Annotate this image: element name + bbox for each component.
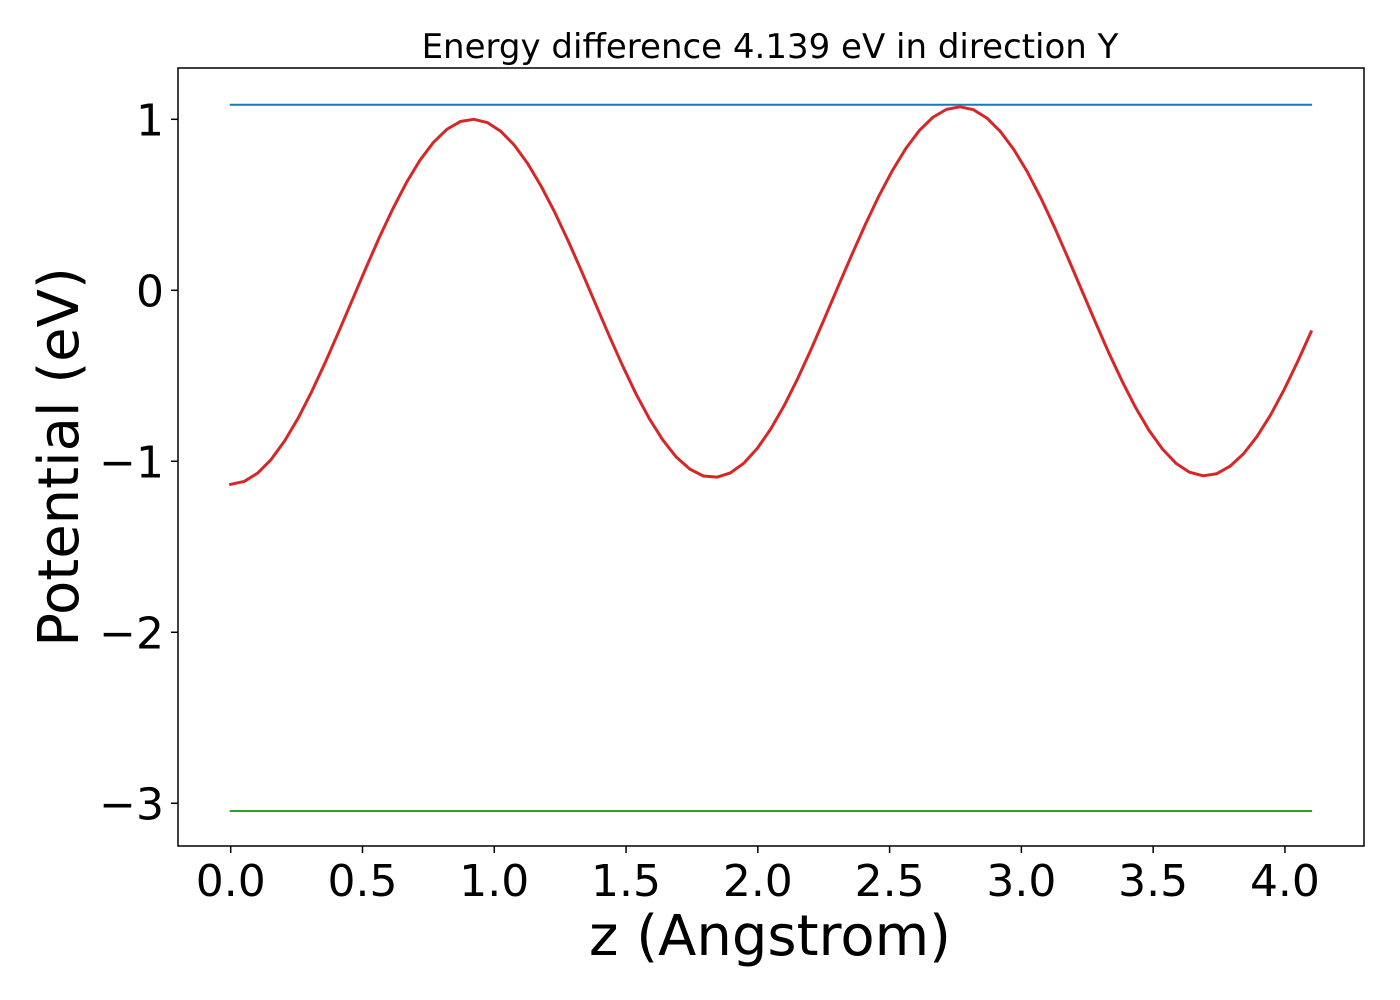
plot-area-frame [177, 67, 1365, 847]
x-tick-label: 2.0 [723, 856, 793, 907]
x-tick-label: 0.5 [327, 856, 397, 907]
x-tick-label: 1.0 [459, 856, 529, 907]
y-tick-label: 1 [136, 95, 164, 146]
x-tick-label: 3.0 [986, 856, 1056, 907]
x-tick-label: 4.0 [1250, 856, 1320, 907]
x-tick-label: 0.0 [196, 856, 266, 907]
y-tick-label: −3 [99, 779, 164, 830]
x-axis-label: z (Angstrom) [589, 904, 951, 969]
chart-title: Energy difference 4.139 eV in direction … [422, 27, 1119, 67]
y-tick-label: 0 [136, 266, 164, 317]
series-line-1 [228, 105, 1314, 487]
y-tick-label: −1 [99, 437, 164, 488]
x-tick-label: 2.5 [855, 856, 925, 907]
x-tick-label: 1.5 [591, 856, 661, 907]
series-layer [228, 103, 1314, 812]
y-tick-label: −2 [99, 608, 164, 659]
x-tick-label: 3.5 [1118, 856, 1188, 907]
x-axis: 0.0 0.5 1.0 1.5 2.0 2.5 3.0 3.5 4.0 [196, 846, 1320, 907]
y-axis-label: Potential (eV) [27, 267, 92, 647]
y-axis: 1 0 −1 −2 −3 [99, 95, 178, 830]
